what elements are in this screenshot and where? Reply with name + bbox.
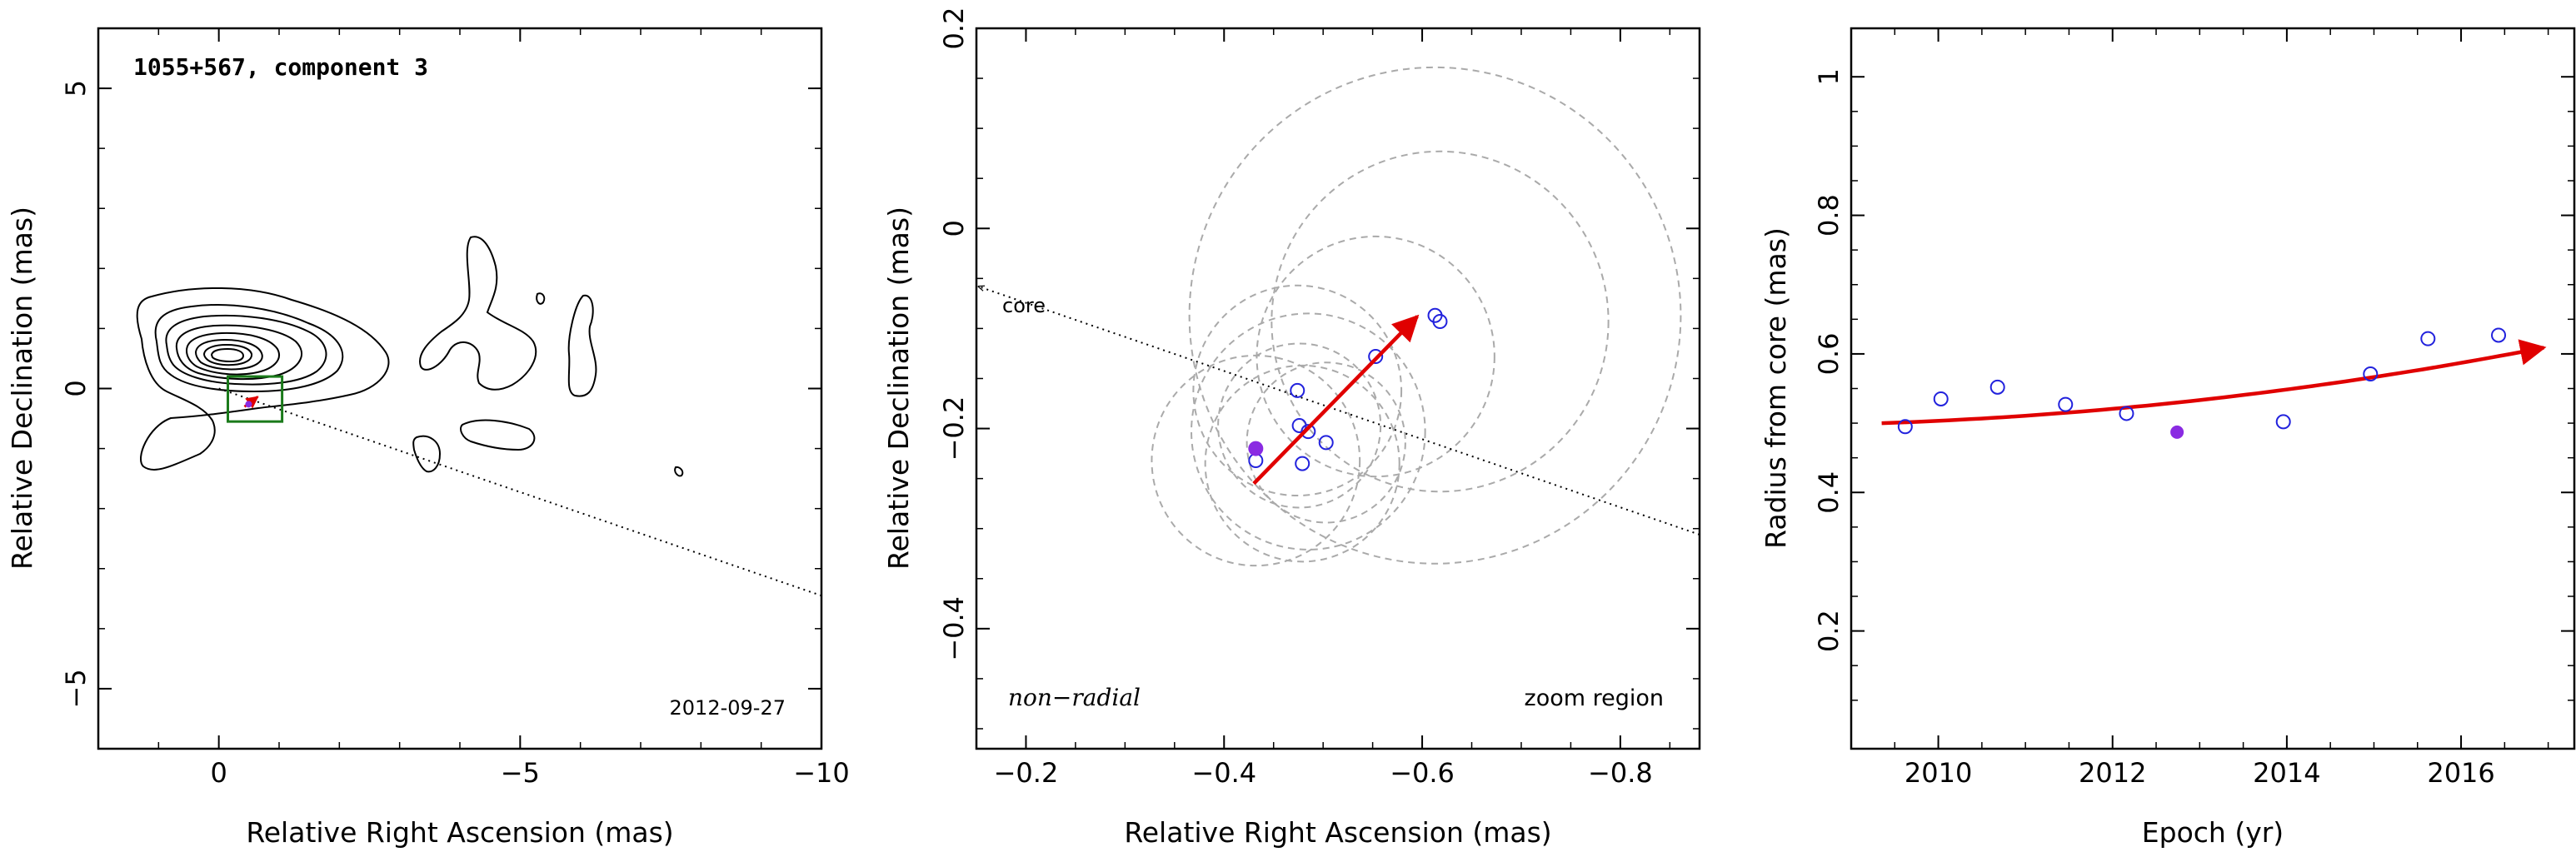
panel2-uncertainty-circle [1246, 361, 1406, 524]
panel2-ylabel: Relative Declination (mas) [882, 207, 915, 570]
panel2-uncertainty-circle [1256, 235, 1495, 478]
panel2-ytick-label: −0.4 [938, 596, 970, 661]
panel1-component-marker [245, 401, 252, 408]
contour-blob-b [567, 294, 597, 397]
panel2-uncertainty-circle [1217, 342, 1382, 509]
panel3-xtick-label: 2014 [2253, 757, 2320, 789]
contour-blob-d [460, 419, 536, 451]
panel2-xtick-label: −0.4 [1191, 757, 1256, 789]
panel2-xtick-label: −0.8 [1588, 757, 1653, 789]
panel3-data-point [1989, 379, 2005, 395]
panel1-xlabel: Relative Right Ascension (mas) [246, 816, 673, 849]
panel2-position-point [1300, 424, 1316, 440]
contour-level-6 [194, 338, 263, 371]
panel1-contours [136, 236, 684, 477]
panel3-ylabel: Radius from core (mas) [1760, 227, 1792, 549]
panel-zoom-region: −0.2 −0.4 −0.6 −0.8 −0.4 −0.2 0 0.2 core non−ra… [882, 7, 1701, 849]
panel2-uncertainty-circle [1271, 150, 1610, 493]
panel3-data-point [2363, 366, 2379, 382]
panel1-ytick-label: −5 [60, 669, 92, 708]
panel3-ytick-label: 1 [1813, 68, 1845, 85]
panel1-annotation: 1055+567, component 3 [133, 53, 428, 81]
panel3-data-point [2119, 406, 2134, 421]
contour-level-4 [175, 324, 303, 381]
panel2-ticks: −0.2 −0.4 −0.6 −0.8 −0.4 −0.2 0 0.2 [938, 7, 1700, 789]
panel2-uncertainty-circle [1151, 354, 1361, 567]
panel2-core-label: core [1002, 294, 1046, 317]
panel2-xlabel: Relative Right Ascension (mas) [1124, 816, 1551, 849]
contour-level-2 [154, 304, 344, 393]
panel3-dynamic-marks [1881, 327, 2547, 439]
panel3-data-point [2491, 327, 2507, 343]
contour-level-3 [165, 314, 327, 386]
contour-level-8 [210, 347, 245, 363]
panel2-annotation-nonradial: non−radial [1008, 684, 1141, 711]
contour-level-7 [202, 343, 253, 366]
panel3-ytick-label: 0.6 [1813, 332, 1845, 375]
panel1-xtick-label: −5 [501, 757, 540, 789]
panel1-core-direction-line [218, 387, 822, 597]
panel1-zoom-box [227, 375, 284, 423]
panel1-dynamic-marks [218, 375, 822, 597]
panel2-xtick-label: −0.2 [994, 757, 1059, 789]
panel3-ytick-label: 0.4 [1813, 471, 1845, 514]
panel2-position-point [1432, 314, 1448, 330]
panel1-xtick-label: −10 [793, 757, 850, 789]
panel2-xtick-label: −0.6 [1390, 757, 1455, 789]
panel3-ytick-label: 0.2 [1813, 610, 1845, 652]
panel3-xtick-label: 2010 [1905, 757, 1972, 789]
panel2-highlight-point [1248, 441, 1264, 456]
panel3-data-point [1933, 391, 1949, 406]
panel1-ytick-label: 5 [60, 80, 92, 97]
panel2-uncertainty-circle [1191, 312, 1426, 551]
panel2-motion-vector [1252, 314, 1420, 486]
panel2-position-point [1290, 382, 1305, 398]
panel3-xlabel: Epoch (yr) [2142, 816, 2284, 849]
panel3-ytick-label: 0.8 [1813, 194, 1845, 237]
contour-blob-a [419, 236, 537, 391]
panel1-date-label: 2012-09-27 [670, 696, 786, 720]
contour-level-1 [136, 287, 390, 471]
panel3-highlight-point [2170, 425, 2184, 439]
panel2-position-point [1318, 435, 1334, 451]
panel3-ticks: 2010 2012 2014 2016 0.2 0.4 0.6 0.8 1 [1813, 28, 2574, 789]
panel2-uncertainty-circle [1192, 284, 1403, 497]
contour-blob-f [674, 466, 684, 477]
panel3-fit-curve [1881, 339, 2547, 426]
panel3-data-point [2420, 331, 2436, 346]
panel3-xtick-label: 2012 [2079, 757, 2146, 789]
contour-blob-c [536, 292, 546, 305]
contour-blob-e [412, 435, 442, 473]
panel2-position-point [1295, 456, 1310, 471]
panel3-xtick-label: 2016 [2427, 757, 2494, 789]
panel2-position-point [1368, 349, 1384, 365]
contour-level-5 [185, 331, 280, 376]
panel-radius-vs-epoch: 2010 2012 2014 2016 0.2 0.4 0.6 0.8 1 Epoch (yr)… [1760, 27, 2576, 849]
panel1-ticks: 0 −5 −10 −5 0 5 [60, 28, 850, 789]
panel1-xtick-label: 0 [210, 757, 227, 789]
panel-contour-map: 0 −5 −10 −5 0 5 1055+567, component 3 2012-09… [6, 27, 850, 849]
panel3-frame [1850, 27, 2576, 750]
panel2-dynamic-marks [978, 66, 1700, 567]
panel2-annotation-zoom: zoom region [1525, 685, 1664, 711]
panel1-ytick-label: 0 [60, 380, 92, 396]
panel2-uncertainty-circle [1188, 66, 1682, 565]
panel2-frame [975, 27, 1701, 750]
panel1-ylabel: Relative Declination (mas) [6, 207, 38, 570]
panel3-data-point [1897, 419, 1913, 435]
panel2-ytick-label: −0.2 [938, 396, 970, 461]
panel2-ytick-label: 0 [938, 220, 970, 237]
panel3-data-point [2275, 414, 2291, 430]
panel2-ytick-label: 0.2 [938, 7, 970, 50]
panel3-data-point [2058, 396, 2074, 412]
